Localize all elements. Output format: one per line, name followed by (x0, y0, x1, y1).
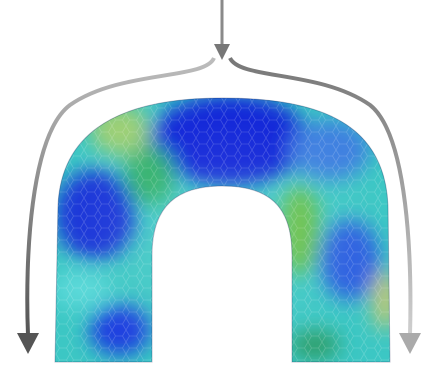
pipe (40, 90, 400, 370)
arrowhead (214, 44, 230, 60)
sheen (40, 90, 400, 370)
page (0, 0, 425, 371)
arrowhead (399, 333, 421, 354)
arrowhead (17, 333, 39, 354)
pipe-flow-image (0, 0, 425, 371)
